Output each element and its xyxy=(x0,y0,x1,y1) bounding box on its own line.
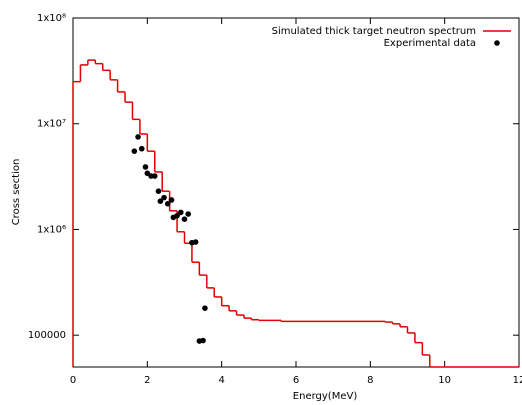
y-tick-label: 1x10⁷ xyxy=(37,119,66,130)
data-point xyxy=(202,305,208,311)
legend-swatch xyxy=(494,40,500,46)
y-tick-label: 100000 xyxy=(28,330,66,341)
data-point xyxy=(151,173,158,179)
data-point xyxy=(131,148,138,154)
data-point xyxy=(155,188,162,195)
data-point xyxy=(161,194,167,201)
data-point xyxy=(164,200,171,207)
data-point xyxy=(181,216,188,223)
legend-label: Experimental data xyxy=(384,38,476,49)
data-point xyxy=(174,212,180,219)
x-tick-label: 4 xyxy=(218,375,224,386)
data-point xyxy=(192,239,199,245)
data-point xyxy=(200,337,206,344)
x-tick-label: 6 xyxy=(293,375,299,386)
data-point xyxy=(185,211,192,217)
x-tick-label: 0 xyxy=(70,375,76,386)
data-point xyxy=(177,209,184,216)
x-tick-label: 8 xyxy=(367,375,373,386)
y-axis-label: Cross section xyxy=(11,159,22,226)
data-point xyxy=(142,164,149,170)
legend-label: Simulated thick target neutron spectrum xyxy=(272,26,476,37)
x-axis-label: Energy(MeV) xyxy=(293,391,358,401)
y-tick-label: 1x10⁶ xyxy=(37,224,66,235)
plot-frame xyxy=(72,17,520,368)
data-point xyxy=(157,198,164,205)
data-point xyxy=(168,197,175,203)
data-point xyxy=(135,134,141,140)
data-point xyxy=(138,145,145,152)
x-tick-label: 10 xyxy=(438,375,451,386)
x-tick-label: 2 xyxy=(144,375,150,386)
x-tick-label: 12 xyxy=(513,375,522,386)
y-tick-label: 1x10⁸ xyxy=(37,13,66,24)
